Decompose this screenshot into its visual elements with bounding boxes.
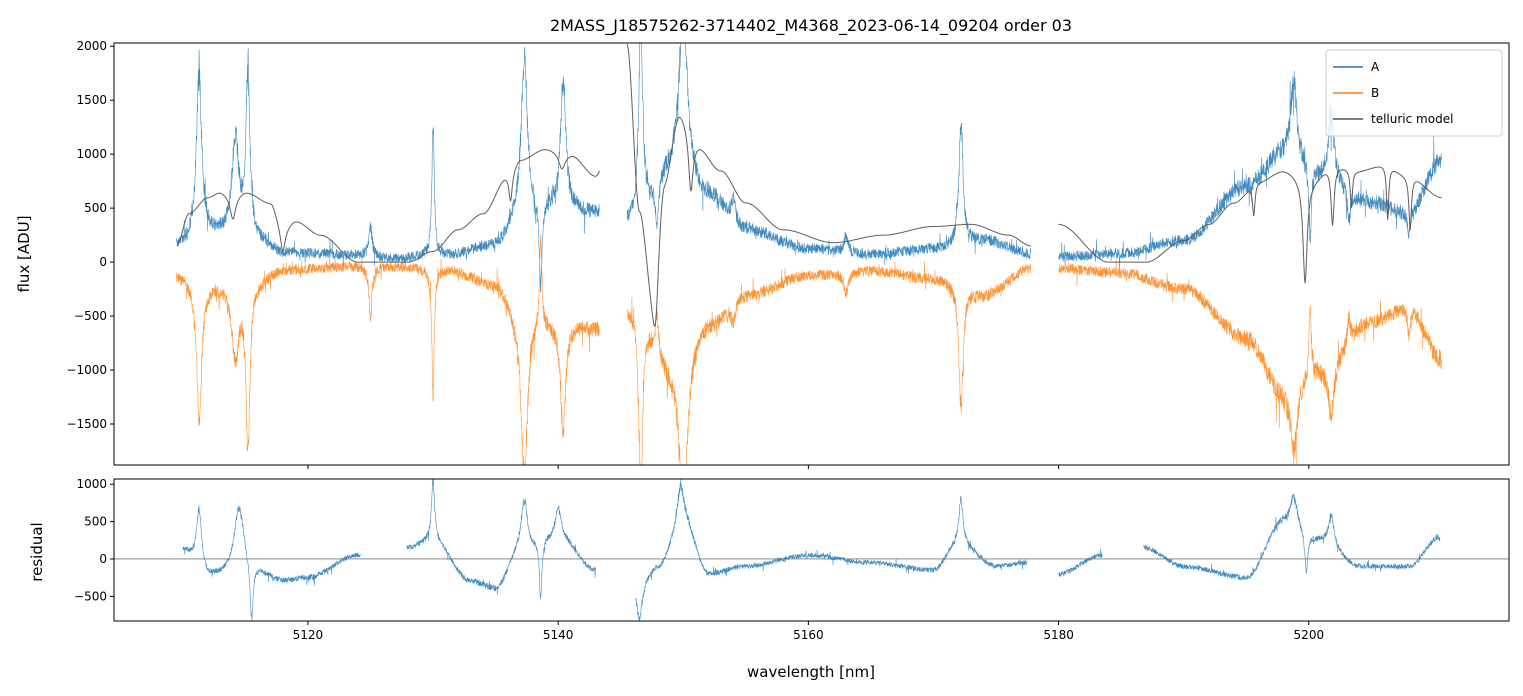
bottom-series-residual-segment-0 xyxy=(182,505,361,621)
top-series-telluric-model-segment-1 xyxy=(364,149,600,263)
top-series-b-segment-3 xyxy=(1058,259,1442,465)
top-series-telluric-model-segment-0 xyxy=(176,192,365,263)
bottom-ticks-group: −500 0 500 1000 5120 5140 5160 5180 5200 xyxy=(74,477,1324,642)
bottom-ytick-label-1: 0 xyxy=(99,552,107,566)
top-ytick-label-1: −1000 xyxy=(66,363,107,377)
top-ytick-label-2: −500 xyxy=(74,309,107,323)
top-series-group xyxy=(176,43,1442,465)
top-ytick-label-6: 1500 xyxy=(76,93,107,107)
bottom-ytick-label-2: 500 xyxy=(84,515,107,529)
top-ytick-label-0: −1500 xyxy=(66,417,107,431)
top-series-a-segment-2 xyxy=(626,43,1032,266)
bottom-xtick-label-3: 5180 xyxy=(1043,628,1074,642)
legend-label-telluric-model: telluric model xyxy=(1371,112,1453,126)
top-series-telluric-model-segment-2 xyxy=(626,44,1032,328)
top-series-a-segment-3 xyxy=(1058,70,1442,269)
legend-label-b: B xyxy=(1371,86,1379,100)
bottom-plot-frame xyxy=(113,478,1510,622)
bottom-xlabel: wavelength [nm] xyxy=(747,663,875,681)
bottom-xtick-label-2: 5160 xyxy=(793,628,824,642)
bottom-xtick-label-4: 5200 xyxy=(1294,628,1325,642)
bottom-ylabel: residual xyxy=(28,522,46,581)
bottom-series-residual-segment-1 xyxy=(406,479,596,600)
bottom-xtick-label-1: 5140 xyxy=(543,628,574,642)
bottom-series-residual-segment-3 xyxy=(1058,548,1103,578)
top-series-telluric-model-segment-3 xyxy=(1058,166,1442,284)
legend-label-a: A xyxy=(1371,60,1380,74)
top-series-b-segment-0 xyxy=(176,257,365,452)
bottom-series-group xyxy=(182,479,1441,621)
bottom-series-residual-segment-2 xyxy=(635,479,1028,621)
top-series-a-segment-0 xyxy=(176,47,365,271)
top-series-b-segment-1 xyxy=(363,233,600,465)
bottom-panel: residual −500 0 500 1000 5120 5140 5160 5180 520… xyxy=(28,477,1510,681)
top-ytick-label-3: 0 xyxy=(99,255,107,269)
top-ytick-label-5: 1000 xyxy=(76,147,107,161)
top-ytick-label-4: 500 xyxy=(84,201,107,215)
bottom-xtick-label-0: 5120 xyxy=(293,628,324,642)
top-series-a-segment-1 xyxy=(363,46,600,293)
top-panel: 2MASS_J18575262-3714402_M4368_2023-06-14… xyxy=(15,16,1510,469)
chart-title: 2MASS_J18575262-3714402_M4368_2023-06-14… xyxy=(550,16,1072,36)
legend-box xyxy=(1325,49,1503,137)
top-ylabel: flux [ADU] xyxy=(15,215,33,292)
top-plot-frame xyxy=(113,42,1510,466)
bottom-ytick-label-3: 1000 xyxy=(76,477,107,491)
top-ticks-group: −1500 −1000 −500 0 500 1000 1500 2000 xyxy=(66,39,1310,469)
top-ytick-label-7: 2000 xyxy=(76,39,107,53)
top-series-b-segment-2 xyxy=(626,261,1032,465)
bottom-ytick-label-0: −500 xyxy=(74,589,107,603)
bottom-series-residual-segment-4 xyxy=(1143,493,1441,581)
